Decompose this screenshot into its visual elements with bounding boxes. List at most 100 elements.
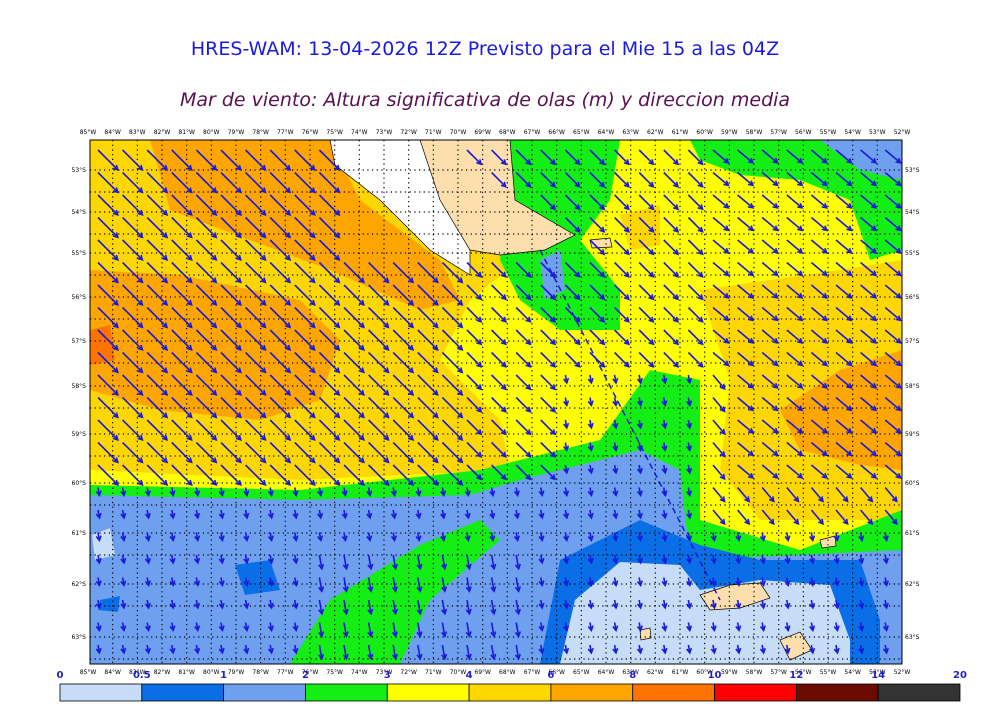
arrow-head — [870, 427, 878, 434]
wave-arrow — [860, 441, 877, 456]
arrow-head — [821, 450, 828, 457]
arrow-head — [211, 434, 218, 441]
wave-arrow — [368, 396, 389, 418]
arrow-head — [407, 479, 415, 486]
wave-arrow — [392, 622, 397, 637]
arrow-head — [235, 344, 242, 351]
wave-arrow — [122, 329, 143, 351]
arrow-head — [457, 479, 464, 486]
wave-arrow — [368, 441, 389, 463]
arrow-head — [661, 445, 668, 453]
arrow-head — [797, 225, 804, 232]
wave-arrow — [687, 216, 704, 233]
arrow-head — [587, 625, 594, 633]
arrow-head — [710, 535, 717, 543]
wave-arrow — [195, 261, 217, 283]
arrow-head — [672, 181, 680, 188]
wave-arrow — [245, 239, 266, 261]
arrow-head — [186, 344, 193, 351]
arrow-head — [723, 315, 730, 322]
arrow-head — [636, 625, 643, 633]
arrow-head — [833, 625, 840, 633]
wave-arrow — [589, 171, 605, 188]
wave-arrow — [294, 441, 316, 463]
arrow-head — [895, 225, 902, 232]
arrow-head — [211, 389, 218, 396]
colorbar-tick-label: 8 — [629, 670, 636, 681]
wave-arrow — [564, 351, 581, 368]
arrow-head — [870, 405, 878, 412]
arrow-head — [284, 209, 292, 216]
wave-arrow — [884, 374, 902, 389]
arrow-head — [390, 512, 397, 520]
wave-arrow — [245, 306, 266, 328]
wave-arrow — [712, 419, 726, 435]
wave-arrow — [294, 171, 316, 193]
arrow-head — [574, 271, 581, 278]
arrow-head — [587, 647, 594, 655]
arrow-head — [120, 512, 127, 520]
arrow-head — [710, 557, 717, 565]
colorbar-segment — [59, 683, 143, 702]
wave-arrow — [564, 216, 581, 233]
arrow-head — [514, 608, 521, 616]
arrow-head — [513, 535, 520, 543]
wave-arrow — [171, 149, 193, 171]
arrow-head — [525, 474, 532, 481]
arrow-head — [772, 180, 779, 187]
wave-arrow — [540, 374, 556, 390]
arrow-head — [161, 434, 169, 441]
wave-arrow — [860, 261, 877, 276]
wave-arrow — [220, 441, 242, 463]
wave-arrow — [171, 419, 193, 441]
arrow-head — [490, 586, 497, 593]
wave-arrow — [417, 577, 422, 592]
arrow-head — [772, 247, 779, 254]
arrow-head — [549, 271, 557, 278]
arrow-head — [186, 322, 193, 329]
arrow-head — [797, 247, 804, 254]
wave-arrow — [269, 171, 291, 193]
wave-arrow — [417, 622, 422, 637]
wave-arrow — [220, 329, 242, 351]
wave-arrow — [195, 306, 217, 328]
arrow-head — [759, 602, 766, 610]
arrow-head — [169, 490, 176, 498]
wave-arrow — [392, 261, 414, 283]
wave-arrow — [171, 441, 193, 463]
arrow-head — [161, 299, 169, 306]
arrow-head — [490, 653, 497, 661]
arrow-head — [144, 557, 151, 565]
arrow-head — [309, 277, 316, 284]
wave-arrow — [171, 464, 193, 486]
arrow-head — [186, 164, 193, 171]
wave-arrow — [220, 351, 242, 373]
wave-arrow — [663, 329, 679, 345]
lon-label: 59°W — [721, 669, 738, 676]
lon-label: 76°W — [302, 129, 319, 136]
arrow-head — [784, 602, 791, 610]
arrow-head — [723, 225, 730, 232]
wave-arrow — [761, 261, 779, 276]
colorbar-tick-label: 1 — [220, 670, 227, 681]
arrow-head — [538, 535, 545, 543]
lon-label: 61°W — [672, 669, 689, 676]
wave-arrow — [318, 329, 340, 351]
wave-arrow — [146, 171, 168, 193]
arrow-head — [367, 586, 374, 593]
lat-label: 56°S — [905, 294, 920, 301]
wave-arrow — [860, 149, 877, 164]
wave-arrow — [343, 351, 365, 373]
wave-arrow — [515, 441, 531, 458]
arrow-head — [587, 445, 594, 453]
arrow-head — [723, 292, 730, 299]
arrow-head — [538, 490, 545, 498]
wave-arrow — [122, 419, 143, 441]
wave-arrow — [638, 351, 654, 368]
arrow-head — [525, 429, 532, 436]
arrow-head — [161, 412, 169, 419]
arrow-head — [441, 631, 448, 638]
wave-arrow — [195, 239, 217, 261]
wave-arrow — [860, 239, 877, 254]
wave-arrow — [146, 239, 168, 261]
